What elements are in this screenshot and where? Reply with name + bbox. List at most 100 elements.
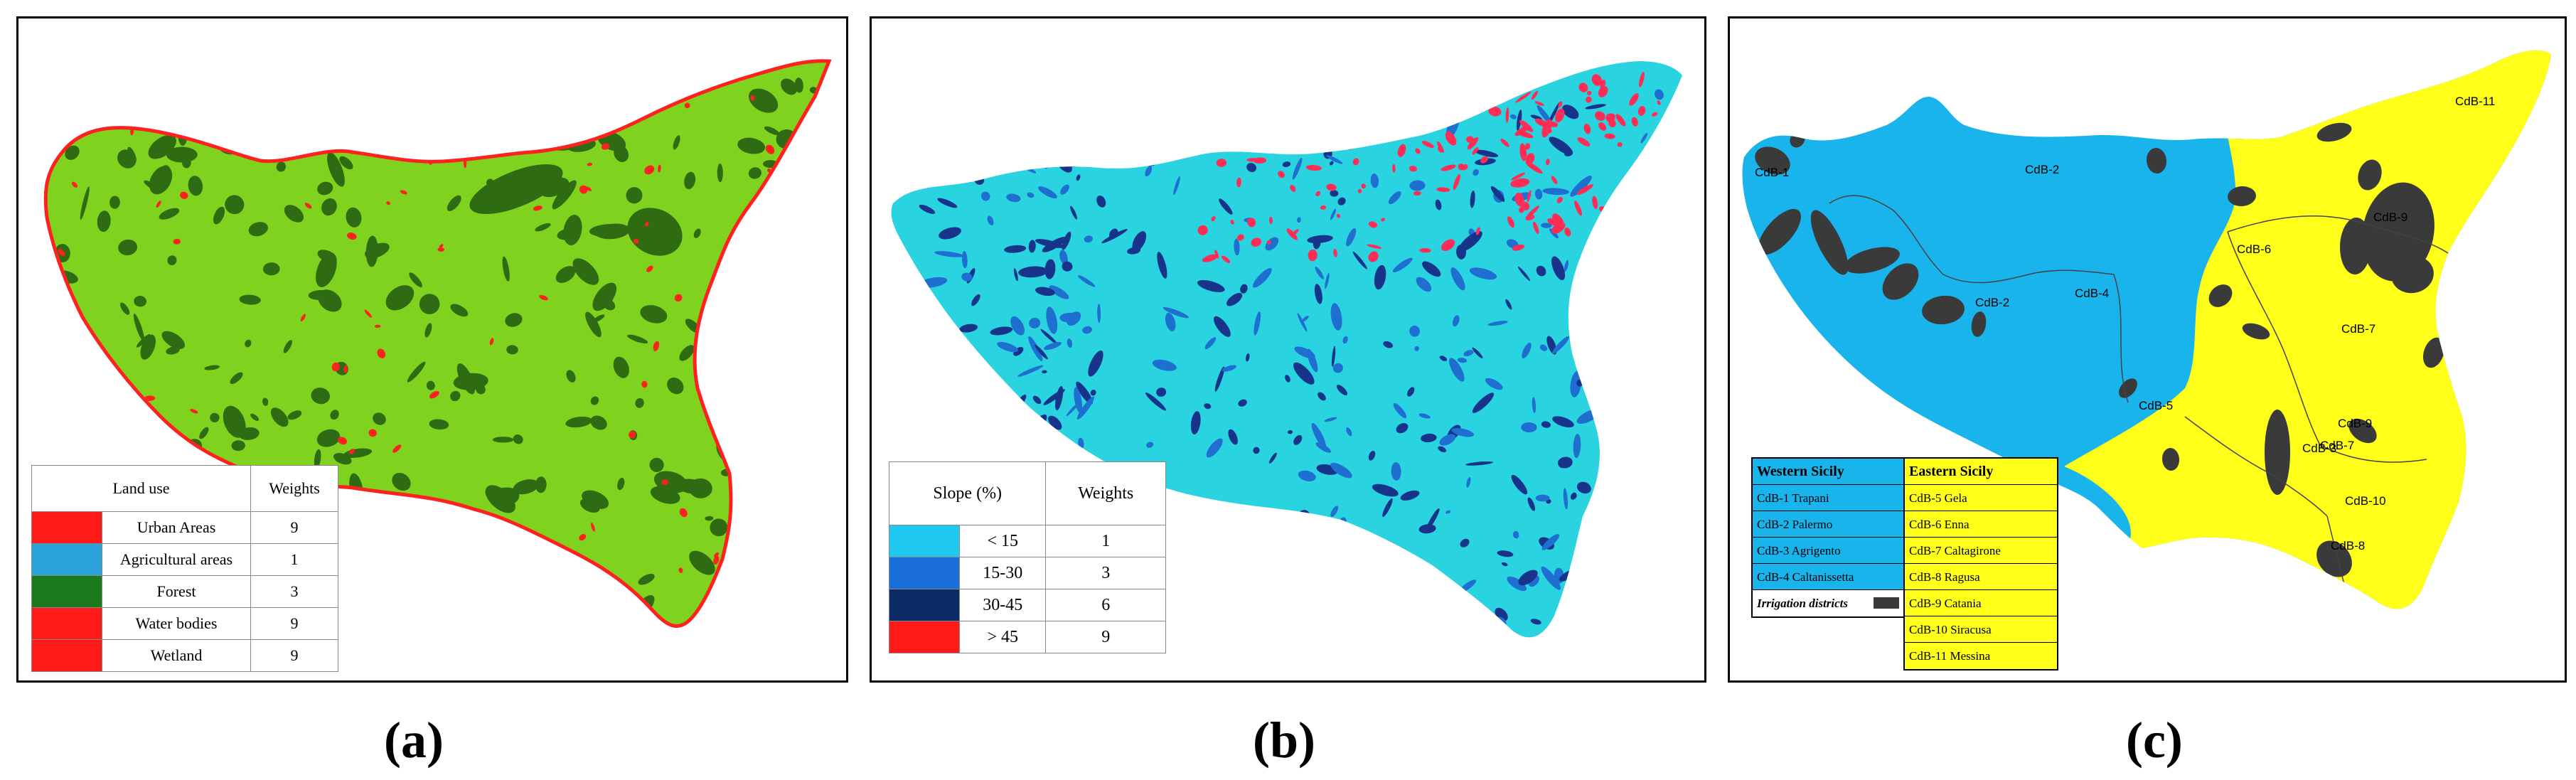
urban-patch: [633, 239, 639, 244]
slope-patch: [1534, 188, 1543, 200]
steep-slope-patch: [1290, 185, 1296, 192]
forest-patch: [166, 346, 180, 355]
steep-slope-patch: [1574, 201, 1582, 216]
slope-patch: [1132, 231, 1147, 252]
slope-patch: [1197, 524, 1202, 530]
forest-patch: [469, 164, 563, 214]
forest-patch: [450, 390, 461, 402]
urban-patch: [262, 81, 267, 85]
slope-patch: [1507, 576, 1527, 592]
irrigation-district: [2146, 148, 2167, 173]
steep-slope-patch: [1531, 90, 1539, 100]
slope-patch: [1473, 169, 1479, 176]
legend-row: Agricultural areas 1: [31, 543, 338, 576]
slope-patch: [1472, 347, 1483, 359]
steep-slope-patch: [1643, 168, 1650, 182]
forest-patch: [245, 339, 252, 348]
forest-patch: [563, 215, 582, 246]
slope-patch: [929, 424, 946, 448]
forest-patch: [801, 431, 814, 447]
forest-patch: [177, 97, 211, 122]
slope-patch: [1204, 337, 1217, 350]
steep-slope-patch: [1214, 250, 1219, 259]
slope-patch: [1096, 196, 1106, 208]
steep-slope-patch: [1516, 86, 1522, 94]
forest-patch: [133, 314, 145, 342]
steep-slope-patch: [1646, 191, 1655, 196]
slope-patch: [1029, 414, 1047, 437]
forest-patch: [506, 345, 518, 355]
slope-patch: [1466, 477, 1471, 488]
slope-patch: [1234, 238, 1240, 256]
legend-swatch: [31, 639, 102, 672]
slope-patch: [1146, 442, 1154, 448]
slope-patch: [1044, 259, 1056, 279]
slope-patch: [1295, 522, 1322, 533]
steep-slope-patch: [1627, 207, 1632, 212]
forest-patch: [284, 205, 304, 223]
forest-patch: [720, 330, 735, 344]
steep-slope-patch: [1627, 176, 1632, 194]
slope-patch: [1219, 198, 1233, 215]
forest-patch: [80, 186, 90, 220]
slope-patch: [1403, 599, 1423, 617]
slope-patch: [1035, 239, 1064, 248]
forest-patch: [705, 311, 721, 322]
steep-slope-patch: [1278, 171, 1285, 178]
forest-patch: [592, 282, 617, 311]
steep-slope-patch: [1361, 183, 1366, 189]
forest-patch: [109, 392, 132, 424]
steep-slope-patch: [1534, 101, 1544, 106]
district-boundary: [2113, 274, 2129, 403]
steep-slope-patch: [1472, 146, 1479, 155]
steep-slope-patch: [1547, 218, 1561, 226]
slope-patch: [1571, 597, 1581, 616]
steep-slope-patch: [1247, 218, 1256, 228]
slope-patch: [1611, 316, 1615, 341]
steep-slope-patch: [1527, 190, 1532, 203]
slope-patch: [1530, 619, 1541, 625]
slope-patch: [1392, 257, 1413, 273]
steep-slope-patch: [1331, 115, 1337, 124]
steep-slope-patch: [1578, 82, 1588, 92]
legend-weight: 9: [250, 639, 338, 672]
steep-slope-patch: [1305, 164, 1322, 171]
slope-patch: [1407, 387, 1415, 397]
steep-slope-patch: [1514, 192, 1524, 207]
slope-patch: [1619, 359, 1635, 367]
forest-patch: [336, 127, 359, 136]
urban-patch: [601, 143, 610, 150]
urban-patch: [173, 238, 181, 245]
steep-slope-patch: [1352, 158, 1359, 166]
slope-patch: [1076, 381, 1093, 405]
slope-patch: [1479, 85, 1502, 100]
urban-patch: [377, 348, 386, 359]
steep-slope-patch: [1595, 111, 1605, 121]
slope-patch: [1652, 134, 1660, 155]
forest-patch: [364, 242, 390, 259]
forest-patch: [161, 165, 171, 177]
steep-slope-patch: [1525, 153, 1535, 165]
forest-patch: [443, 93, 454, 110]
district-boundary: [1829, 195, 1944, 275]
slope-patch: [1090, 390, 1096, 396]
slope-patch: [1324, 417, 1337, 422]
steep-slope-patch: [1246, 87, 1254, 100]
forest-patch: [288, 114, 299, 122]
legend-swatch: [31, 543, 102, 576]
urban-patch: [661, 479, 668, 486]
irrigation-district: [1758, 208, 1801, 255]
slope-patch: [1386, 564, 1404, 587]
steep-slope-patch: [1629, 93, 1639, 106]
slope-patch: [1046, 306, 1058, 334]
steep-slope-patch: [1605, 113, 1615, 123]
slope-patch: [1077, 275, 1096, 287]
slope-patch: [1501, 562, 1508, 567]
steep-slope-patch: [1320, 115, 1328, 122]
steep-slope-patch: [1246, 158, 1261, 162]
slope-patch: [1608, 203, 1634, 211]
legend-swatch: [889, 525, 960, 557]
steep-slope-patch: [1533, 221, 1539, 234]
forest-patch: [341, 502, 358, 521]
district-boundary: [2319, 444, 2427, 463]
